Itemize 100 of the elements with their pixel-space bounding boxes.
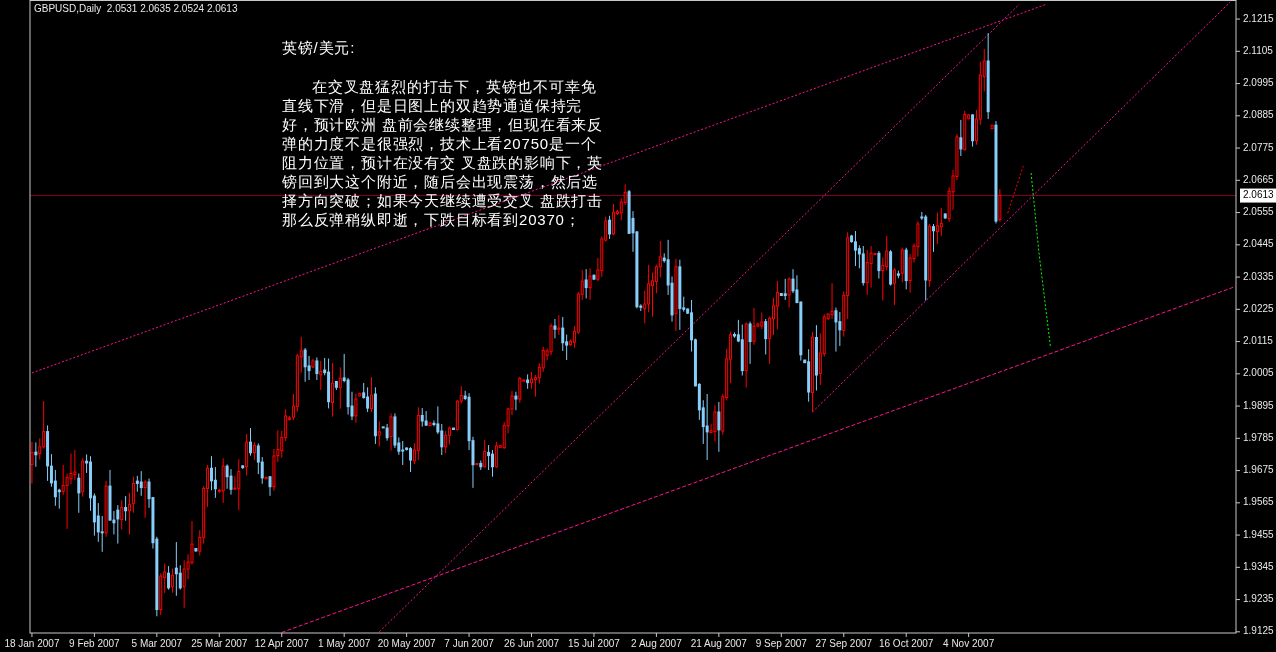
candlestick [483,439,487,469]
candlestick [787,276,791,309]
candlestick [834,307,838,353]
candlestick [424,410,428,427]
candlestick [584,268,588,299]
y-tick-label: 1.9455 [1243,528,1275,540]
candlestick [611,203,615,236]
candlestick [518,376,522,404]
candlestick [73,449,77,481]
candlestick [330,362,334,418]
candlestick [877,250,881,280]
candlestick [561,316,565,352]
y-tick-label: 1.9785 [1243,431,1275,443]
candlestick [900,247,904,283]
x-tick-label: 27 Sep 2007 [815,638,873,649]
candlestick [893,267,896,306]
candlestick [557,314,561,336]
x-tick-label: 25 Mar 2007 [191,638,248,649]
candlestick [249,427,253,457]
candlestick [389,412,393,452]
y-tick-label: 2.0005 [1243,367,1275,379]
candlestick [932,223,936,253]
x-tick-label: 2 Aug 2007 [631,638,683,649]
y-tick-label: 1.9675 [1243,464,1275,476]
candlestick [131,476,135,514]
candlestick [494,441,498,469]
candlestick [315,356,319,381]
x-tick-label: 4 Nov 2007 [943,638,995,649]
x-tick-label: 7 Jun 2007 [444,638,495,649]
y-tick-label: 2.1215 [1243,12,1275,24]
candlestick [764,318,768,355]
y-tick-label: 2.0665 [1243,173,1275,185]
candlestick [748,321,752,365]
y-tick-label: 2.0555 [1243,206,1275,218]
x-tick-label: 18 Jan 2007 [4,638,60,649]
y-tick-label: 2.0225 [1243,302,1275,314]
annotation: 在交叉盘猛烈的打击下，英镑也不可幸免直线下滑，但是日图上的双趋势通道保持完好，预计欧洲 盘前会继续整理，但现在看来反弹的力度不是很强烈，技术上看20750是一个阻力位置，预计在没有交 叉盘跌的影响下，英镑回到大这个附近，随后会出现震荡，然后选择方向突破；如果今天继续遭受交叉 盘跌打击那么反弹稍纵即逝，下跌目标看到20370； [282,77,604,229]
candlestick [42,400,46,450]
y-tick-label: 2.1105 [1243,44,1274,56]
candlestick [143,479,147,519]
x-tick-label: 15 Jul 2007 [568,638,621,649]
candlestick [401,440,405,466]
candlestick [487,444,491,471]
candlestick [444,430,448,454]
x-tick-label: 21 Aug 2007 [690,638,748,649]
candlestick [865,249,869,296]
x-tick-label: 16 Oct 2007 [878,638,934,649]
candlestick [30,441,34,484]
candlestick [209,455,213,491]
y-tick-label: 1.9125 [1243,625,1275,637]
x-tick-label: 9 Sep 2007 [755,638,808,649]
candlestick [53,469,57,507]
candlestick [128,492,132,535]
candlestick [366,386,370,413]
x-tick-label: 5 Mar 2007 [131,638,183,649]
chart-title: GBPUSD,Daily 2.0531 2.0635 2.0524 2.0613 [34,3,238,14]
candlestick [256,442,260,475]
candlestick [174,541,178,597]
y-tick-label: 2.0995 [1243,77,1275,89]
x-tick-label: 12 Apr 2007 [254,638,310,649]
candlestick [229,468,233,496]
candlestick [354,392,358,424]
candlestick [420,407,424,428]
ref-line-label: 2.0613 [1243,189,1275,201]
y-tick-label: 2.0115 [1243,335,1274,347]
candlestick [783,278,787,301]
y-tick-label: 2.0775 [1243,141,1275,153]
x-tick-label: 1 May 2007 [318,638,371,649]
candlestick [491,449,494,478]
candlestick [237,458,241,511]
x-tick-label: 26 Jun 2007 [503,638,560,649]
candlestick [370,376,374,413]
y-tick-label: 2.0445 [1243,238,1275,250]
candlestick [588,267,592,301]
candlestick [268,475,272,497]
candlestick [100,515,104,553]
candlestick [167,565,171,591]
candlestick [935,212,939,245]
candlestick [717,401,721,453]
candlestick [178,564,182,591]
candlestick [553,318,557,339]
candlestick [170,568,174,594]
candlestick [120,499,124,530]
candlestick [514,391,518,411]
candlestick [775,280,779,330]
candlestick [752,307,756,346]
candlestick [124,495,128,522]
candlestick [885,235,889,272]
candlestick [713,404,717,443]
candlestick [213,466,217,499]
candlestick [658,240,662,278]
candlestick [77,473,81,514]
y-tick-label: 2.0335 [1243,270,1275,282]
candlestick [830,282,834,320]
annotation: 英镑/美元: [282,38,357,57]
candlestick [303,347,307,383]
y-tick-label: 2.0885 [1243,109,1275,121]
y-tick-label: 1.9895 [1243,399,1275,411]
y-tick-label: 1.9345 [1243,560,1275,572]
candlestick [608,215,612,240]
